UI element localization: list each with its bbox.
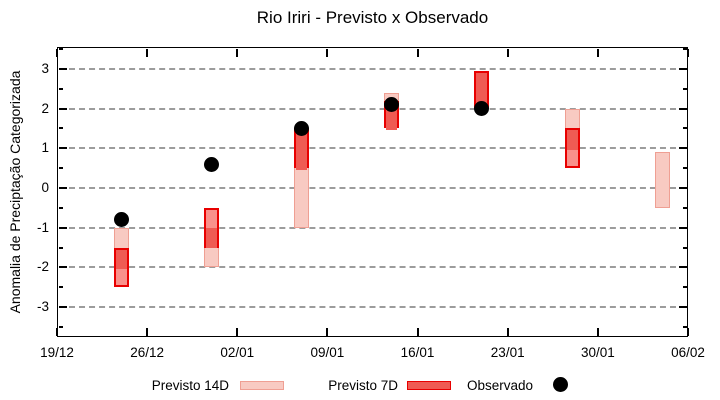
y-gridline bbox=[59, 107, 686, 110]
legend-swatch-previsto-14d bbox=[240, 381, 284, 390]
x-tick-bottom bbox=[506, 327, 509, 336]
y-tick-label: -2 bbox=[36, 259, 49, 275]
x-tick-bottom bbox=[687, 327, 689, 336]
y-major-tick-right bbox=[678, 187, 687, 190]
y-minor-tick-left bbox=[58, 47, 63, 50]
x-tick-top bbox=[56, 48, 58, 57]
y-minor-tick-right bbox=[682, 326, 687, 329]
y-tick-label: 0 bbox=[41, 180, 49, 196]
y-minor-tick-left bbox=[58, 246, 63, 249]
y-tick-label: -1 bbox=[36, 219, 49, 235]
y-major-tick-right bbox=[678, 226, 687, 229]
y-tick-label: -3 bbox=[36, 299, 49, 315]
x-tick-bottom bbox=[326, 327, 329, 336]
y-major-tick-right bbox=[678, 147, 687, 150]
x-tick-top bbox=[416, 48, 419, 57]
y-minor-tick-right bbox=[682, 167, 687, 170]
y-minor-tick-left bbox=[58, 206, 63, 209]
y-gridline bbox=[59, 226, 686, 229]
y-major-tick-left bbox=[58, 187, 67, 190]
forecast-overlap-segment bbox=[476, 72, 488, 111]
x-tick-label: 06/02 bbox=[671, 345, 705, 360]
y-minor-tick-right bbox=[682, 206, 687, 209]
x-tick-top bbox=[146, 48, 149, 57]
y-minor-tick-right bbox=[682, 127, 687, 130]
observed-dot bbox=[474, 101, 490, 117]
observed-dot bbox=[294, 120, 310, 136]
y-minor-tick-right bbox=[682, 246, 687, 249]
x-tick-top bbox=[506, 48, 509, 57]
legend-label-previsto-14d: Previsto 14D bbox=[151, 378, 229, 393]
y-gridline bbox=[59, 187, 686, 190]
x-tick-label: 02/01 bbox=[220, 345, 255, 360]
x-tick-label: 26/12 bbox=[130, 345, 165, 360]
forecast-overlap-segment bbox=[566, 130, 578, 151]
forecast-overlap-segment bbox=[386, 102, 398, 131]
y-major-tick-left bbox=[58, 67, 67, 70]
y-tick-label: 1 bbox=[41, 140, 49, 156]
forecast-7d-bar bbox=[204, 207, 220, 248]
x-tick-top bbox=[326, 48, 329, 57]
observed-dot bbox=[113, 212, 129, 228]
y-tick-label: 3 bbox=[41, 60, 49, 76]
x-tick-top bbox=[236, 48, 239, 57]
y-major-tick-left bbox=[58, 107, 67, 110]
y-minor-tick-left bbox=[58, 286, 63, 289]
y-minor-tick-left bbox=[58, 127, 63, 130]
y-minor-tick-left bbox=[58, 326, 63, 329]
forecast-overlap-segment bbox=[206, 227, 218, 248]
y-minor-tick-right bbox=[682, 87, 687, 90]
y-major-tick-left bbox=[58, 147, 67, 150]
y-major-tick-right bbox=[678, 306, 687, 309]
y-tick-label: 2 bbox=[41, 100, 49, 116]
x-tick-label: 23/01 bbox=[490, 345, 525, 360]
y-gridline bbox=[59, 306, 686, 309]
y-gridline bbox=[59, 67, 686, 70]
forecast-7d-bar bbox=[113, 247, 129, 288]
y-gridline bbox=[59, 266, 686, 269]
x-tick-bottom bbox=[236, 327, 239, 336]
x-tick-label: 09/01 bbox=[310, 345, 345, 360]
y-minor-tick-right bbox=[682, 286, 687, 289]
y-minor-tick-right bbox=[682, 47, 687, 50]
x-tick-label: 16/01 bbox=[400, 345, 435, 360]
forecast-14d-bar bbox=[654, 152, 670, 208]
y-major-tick-right bbox=[678, 107, 687, 110]
x-tick-bottom bbox=[416, 327, 419, 336]
legend-swatch-previsto-7d bbox=[407, 381, 451, 390]
forecast-overlap-segment bbox=[296, 130, 308, 171]
plot-border bbox=[57, 47, 688, 337]
x-tick-top bbox=[596, 48, 599, 57]
y-major-tick-left bbox=[58, 306, 67, 309]
x-tick-top bbox=[687, 48, 689, 57]
observed-dot bbox=[204, 156, 220, 172]
x-tick-label: 30/01 bbox=[580, 345, 615, 360]
forecast-overlap-segment bbox=[115, 249, 127, 270]
forecast-7d-bar bbox=[294, 128, 310, 171]
x-tick-bottom bbox=[56, 327, 58, 336]
y-major-tick-right bbox=[678, 67, 687, 70]
legend-dot-observado bbox=[553, 377, 568, 392]
y-minor-tick-left bbox=[58, 87, 63, 90]
legend-label-observado: Observado bbox=[466, 378, 533, 393]
y-gridline bbox=[59, 147, 686, 150]
y-major-tick-left bbox=[58, 266, 67, 269]
x-tick-bottom bbox=[146, 327, 149, 336]
y-major-tick-right bbox=[678, 266, 687, 269]
observed-dot bbox=[384, 97, 400, 113]
forecast-7d-bar bbox=[564, 128, 580, 169]
x-tick-bottom bbox=[596, 327, 599, 336]
y-minor-tick-left bbox=[58, 167, 63, 170]
y-major-tick-left bbox=[58, 226, 67, 229]
chart-title: Rio Iriri - Previsto x Observado bbox=[256, 8, 489, 27]
x-tick-label: 19/12 bbox=[40, 345, 74, 360]
legend-label-previsto-7d: Previsto 7D bbox=[328, 378, 398, 393]
